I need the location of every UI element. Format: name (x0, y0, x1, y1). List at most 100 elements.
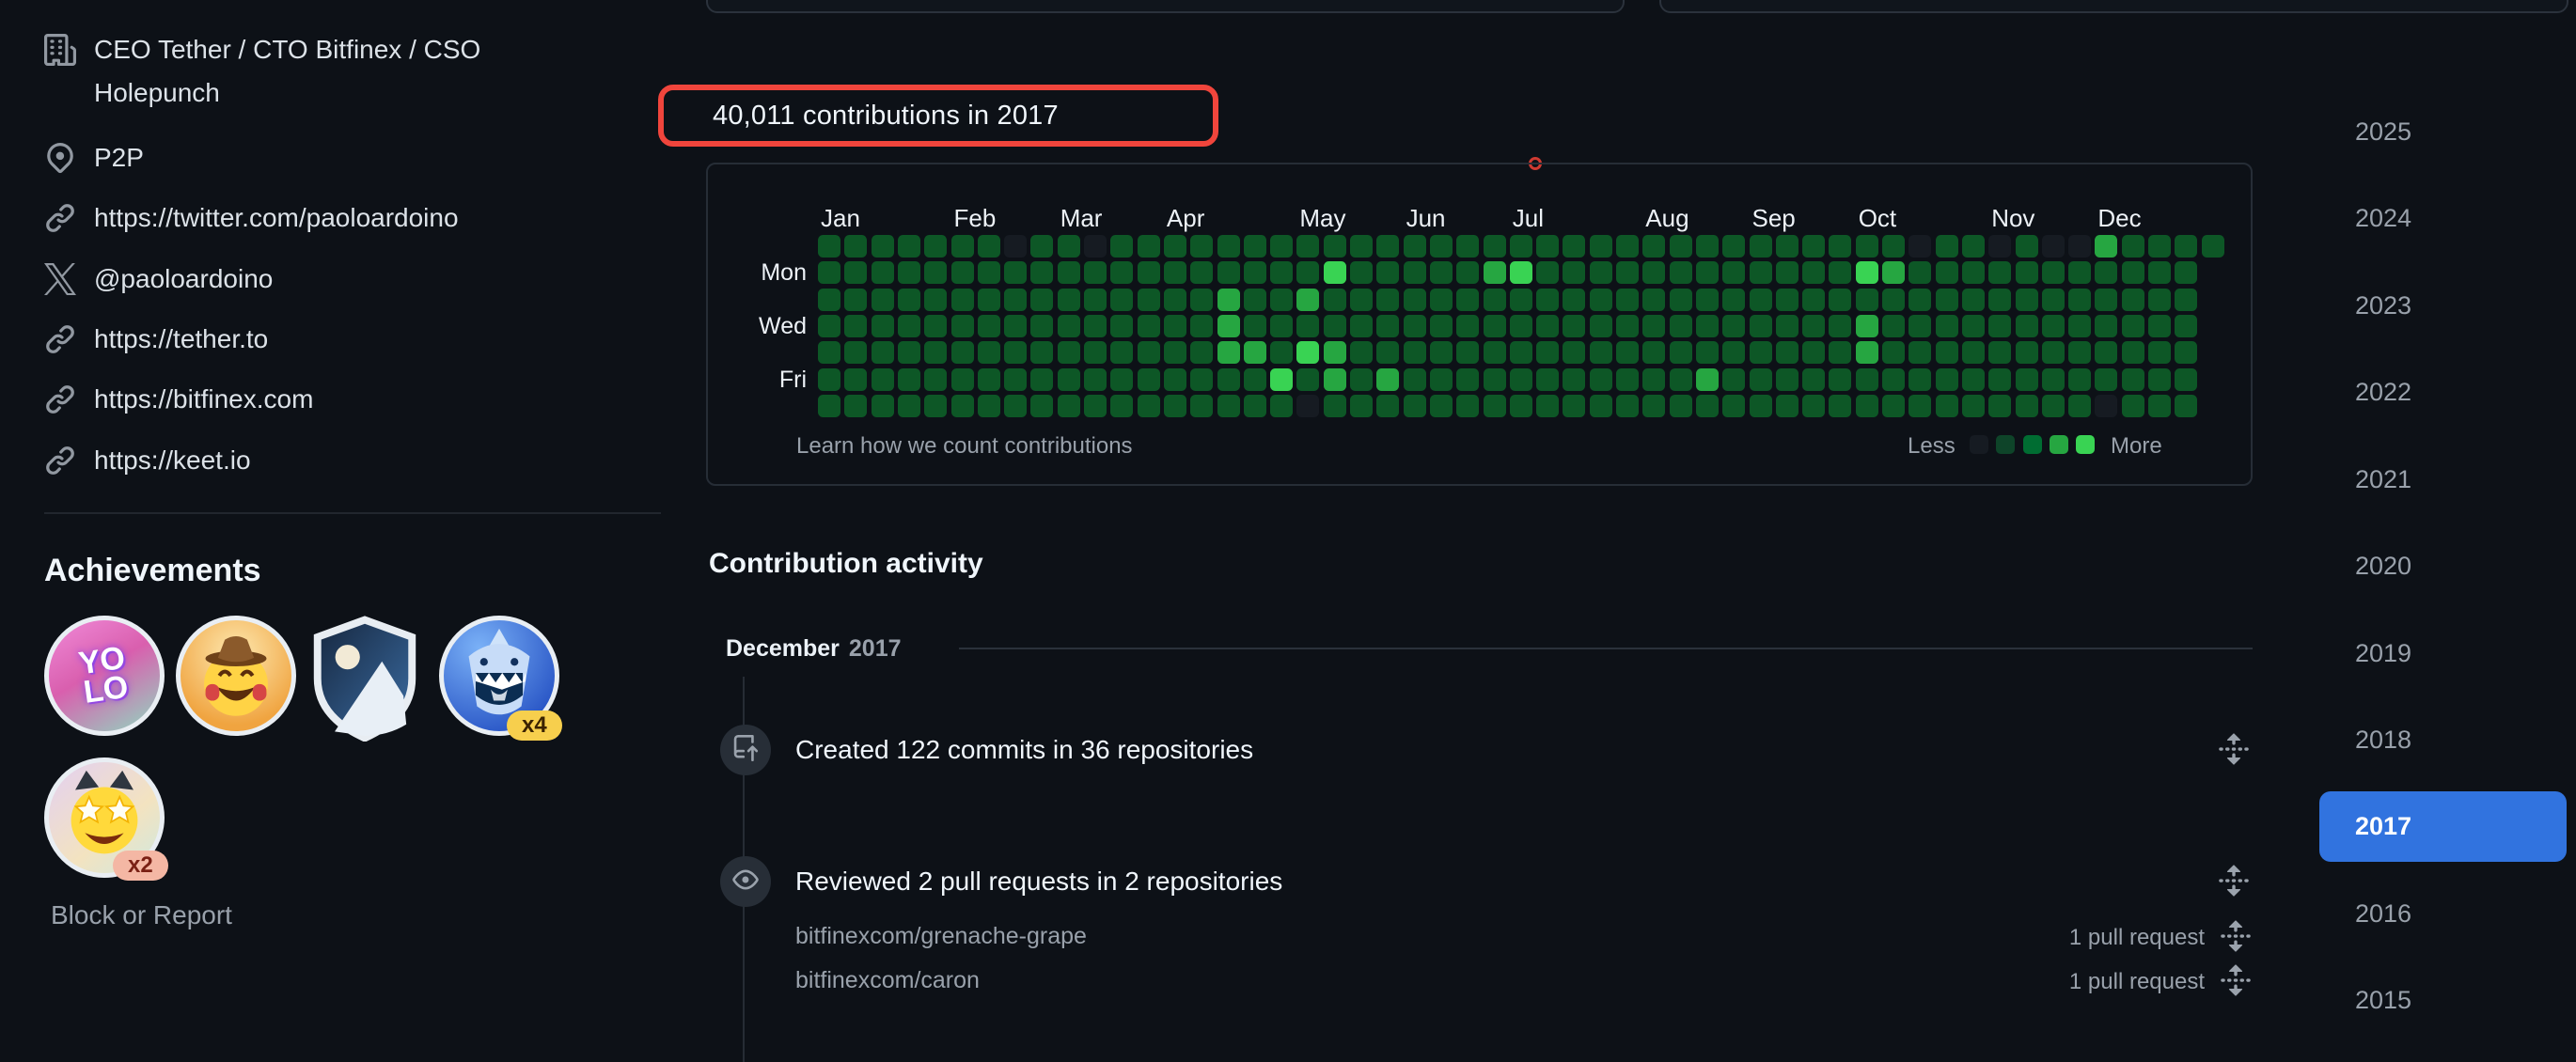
contribution-cell[interactable] (1908, 341, 1932, 365)
contribution-cell[interactable] (1084, 235, 1107, 258)
contribution-cell[interactable] (1243, 235, 1266, 258)
contribution-cell[interactable] (1376, 367, 1400, 391)
contribution-cell[interactable] (1988, 367, 2012, 391)
contribution-cell[interactable] (1935, 235, 1958, 258)
contribution-cell[interactable] (1961, 288, 1985, 311)
contribution-cell[interactable] (1961, 314, 1985, 337)
contribution-cell[interactable] (1642, 367, 1666, 391)
contribution-cell[interactable] (1695, 394, 1719, 417)
contribution-cell[interactable] (1855, 394, 1878, 417)
contribution-cell[interactable] (2015, 261, 2038, 285)
contribution-cell[interactable] (1563, 341, 1586, 365)
contribution-cell[interactable] (1961, 341, 1985, 365)
contribution-cell[interactable] (1456, 261, 1480, 285)
contribution-cell[interactable] (2175, 341, 2198, 365)
contribution-cell[interactable] (844, 261, 868, 285)
contribution-cell[interactable] (2121, 394, 2144, 417)
contribution-cell[interactable] (2148, 235, 2171, 258)
contribution-cell[interactable] (1882, 314, 1905, 337)
contribution-cell[interactable] (897, 367, 920, 391)
contribution-cell[interactable] (1695, 288, 1719, 311)
contribution-cell[interactable] (1908, 314, 1932, 337)
contribution-cell[interactable] (1616, 341, 1639, 365)
contribution-cell[interactable] (1775, 341, 1798, 365)
contribution-cell[interactable] (1004, 394, 1028, 417)
contribution-cell[interactable] (1270, 394, 1294, 417)
contribution-cell[interactable] (1563, 394, 1586, 417)
year-item-2022[interactable]: 2022 (2355, 378, 2412, 406)
contribution-cell[interactable] (1004, 261, 1028, 285)
contribution-cell[interactable] (1882, 235, 1905, 258)
contribution-cell[interactable] (1749, 261, 1772, 285)
contribution-cell[interactable] (1536, 341, 1560, 365)
contribution-cell[interactable] (1483, 235, 1506, 258)
contribution-cell[interactable] (1536, 367, 1560, 391)
contribution-cell[interactable] (1243, 314, 1266, 337)
contribution-cell[interactable] (1483, 261, 1506, 285)
contribution-cell[interactable] (1642, 314, 1666, 337)
contribution-cell[interactable] (2015, 341, 2038, 365)
contribution-cell[interactable] (1243, 367, 1266, 391)
contribution-cell[interactable] (1961, 235, 1985, 258)
contribution-cell[interactable] (2148, 261, 2171, 285)
contribution-cell[interactable] (897, 288, 920, 311)
contribution-cell[interactable] (1137, 288, 1160, 311)
contribution-cell[interactable] (2015, 314, 2038, 337)
contribution-cell[interactable] (1456, 367, 1480, 391)
block-or-report-link[interactable]: Block or Report (51, 900, 232, 929)
contribution-cell[interactable] (1642, 261, 1666, 285)
contribution-cell[interactable] (1030, 341, 1054, 365)
contribution-cell[interactable] (1855, 288, 1878, 311)
repo-pull-request-count-1[interactable]: 1 pull request (2068, 969, 2205, 994)
year-item-2020[interactable]: 2020 (2355, 552, 2412, 580)
contribution-cell[interactable] (1350, 314, 1373, 337)
contribution-cell[interactable] (1509, 235, 1532, 258)
contribution-cell[interactable] (1190, 341, 1214, 365)
contribution-cell[interactable] (2201, 235, 2224, 258)
contribution-cell[interactable] (844, 314, 868, 337)
sidebar-item-2[interactable]: https://twitter.com/paoloardoino (44, 196, 627, 240)
contribution-cell[interactable] (1190, 288, 1214, 311)
contribution-cell[interactable] (1509, 341, 1532, 365)
contribution-cell[interactable] (924, 261, 948, 285)
contribution-cell[interactable] (1642, 288, 1666, 311)
contribution-cell[interactable] (1829, 288, 1852, 311)
contribution-cell[interactable] (1616, 394, 1639, 417)
contribution-cell[interactable] (1456, 341, 1480, 365)
contribution-cell[interactable] (2015, 367, 2038, 391)
contribution-cell[interactable] (1456, 394, 1480, 417)
contribution-cell[interactable] (1403, 235, 1426, 258)
contribution-cell[interactable] (1642, 341, 1666, 365)
year-item-2016[interactable]: 2016 (2355, 898, 2412, 928)
contribution-cell[interactable] (1163, 394, 1186, 417)
contribution-cell[interactable] (1908, 235, 1932, 258)
contribution-cell[interactable] (1935, 261, 1958, 285)
contribution-cell[interactable] (1642, 235, 1666, 258)
contribution-cell[interactable] (1004, 314, 1028, 337)
contribution-cell[interactable] (1882, 367, 1905, 391)
commits-unfold-button[interactable] (2217, 732, 2251, 766)
contribution-cell[interactable] (1243, 288, 1266, 311)
contribution-cell[interactable] (1935, 314, 1958, 337)
contribution-cell[interactable] (1536, 288, 1560, 311)
contribution-cell[interactable] (1988, 341, 2012, 365)
contribution-cell[interactable] (2068, 288, 2092, 311)
contribution-cell[interactable] (871, 261, 894, 285)
contribution-cell[interactable] (1616, 235, 1639, 258)
achievement-badge-starstruck[interactable]: x2 (44, 757, 168, 881)
contribution-cell[interactable] (1110, 394, 1134, 417)
contribution-cell[interactable] (977, 314, 1000, 337)
contribution-cell[interactable] (1084, 394, 1107, 417)
contribution-cell[interactable] (1163, 314, 1186, 337)
contribution-cell[interactable] (1163, 341, 1186, 365)
contribution-cell[interactable] (1137, 235, 1160, 258)
repo-unfold-button-0[interactable] (2219, 919, 2251, 952)
contribution-cell[interactable] (844, 288, 868, 311)
contribution-cell[interactable] (1509, 367, 1532, 391)
contribution-cell[interactable] (2175, 288, 2198, 311)
contribution-cell[interactable] (2095, 288, 2118, 311)
contribution-cell[interactable] (1217, 341, 1240, 365)
contribution-cell[interactable] (977, 341, 1000, 365)
contribution-cell[interactable] (1004, 288, 1028, 311)
year-item-2017[interactable]: 2017 (2319, 791, 2567, 862)
